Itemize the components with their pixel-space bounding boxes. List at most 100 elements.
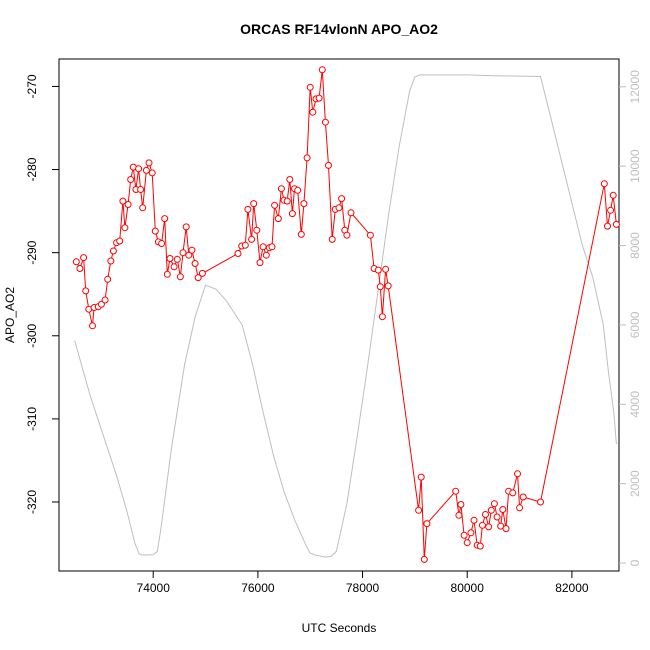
data-point bbox=[338, 195, 346, 203]
x-axis-label: UTC Seconds bbox=[302, 621, 377, 635]
data-point bbox=[268, 243, 276, 251]
data-point bbox=[72, 258, 80, 266]
data-point bbox=[303, 154, 311, 162]
data-point bbox=[139, 204, 147, 212]
data-point bbox=[188, 246, 196, 254]
data-point bbox=[499, 506, 507, 513]
data-point bbox=[516, 504, 524, 512]
data-point bbox=[514, 470, 521, 478]
data-point bbox=[288, 210, 296, 218]
data-point bbox=[470, 516, 478, 524]
data-point bbox=[460, 531, 468, 539]
data-point bbox=[318, 66, 326, 74]
data-point bbox=[158, 240, 166, 247]
y-tick-label: -310 bbox=[25, 407, 39, 431]
data-point bbox=[241, 241, 249, 249]
data-point bbox=[163, 270, 171, 278]
y-tick-label: -270 bbox=[25, 74, 39, 98]
y2-tick-label: 10000 bbox=[628, 149, 642, 183]
y-tick-label: -320 bbox=[25, 490, 39, 514]
x-tick-label: 78000 bbox=[346, 581, 380, 595]
data-point bbox=[374, 266, 382, 274]
x-axis: 74000 76000 78000 80000 82000 bbox=[137, 571, 589, 595]
data-point bbox=[161, 215, 169, 223]
data-point bbox=[109, 247, 117, 255]
data-point bbox=[250, 200, 258, 208]
data-point bbox=[121, 224, 129, 232]
data-point bbox=[294, 186, 302, 194]
data-point bbox=[300, 200, 308, 208]
data-point bbox=[604, 222, 611, 230]
x-tick-label: 80000 bbox=[451, 581, 485, 595]
data-point bbox=[198, 269, 206, 277]
data-point bbox=[274, 215, 282, 223]
data-point bbox=[485, 523, 493, 531]
data-point bbox=[142, 166, 150, 174]
data-point bbox=[463, 539, 471, 547]
data-point bbox=[101, 296, 109, 304]
data-point bbox=[309, 108, 317, 116]
data-point bbox=[457, 501, 465, 508]
data-point bbox=[306, 83, 314, 91]
data-point bbox=[487, 506, 495, 514]
data-point bbox=[378, 313, 386, 321]
series-layer bbox=[72, 66, 620, 563]
x-tick-label: 74000 bbox=[137, 581, 171, 595]
data-point bbox=[80, 254, 88, 262]
data-point bbox=[519, 493, 527, 501]
data-point bbox=[271, 201, 279, 209]
apo-line bbox=[75, 69, 617, 560]
data-point bbox=[124, 201, 132, 208]
data-point bbox=[328, 235, 336, 243]
data-point bbox=[244, 205, 252, 213]
data-point bbox=[612, 220, 620, 228]
data-point bbox=[166, 255, 174, 262]
chart-title: ORCAS RF14vlonN APO_AO2 bbox=[240, 21, 438, 37]
data-point bbox=[600, 180, 608, 188]
data-point bbox=[127, 176, 135, 183]
data-point bbox=[315, 94, 323, 102]
data-point bbox=[145, 159, 153, 167]
data-point bbox=[107, 257, 115, 265]
data-point bbox=[104, 275, 112, 283]
data-point bbox=[423, 520, 431, 528]
data-point bbox=[420, 555, 428, 563]
data-point bbox=[151, 227, 159, 235]
data-point bbox=[347, 209, 355, 217]
data-point bbox=[415, 506, 423, 514]
data-point bbox=[277, 185, 285, 193]
y2-tick-label: 2000 bbox=[628, 470, 642, 497]
data-point bbox=[176, 273, 184, 281]
data-point bbox=[89, 322, 96, 330]
data-point bbox=[335, 204, 343, 212]
data-point bbox=[179, 249, 187, 257]
data-point bbox=[609, 191, 617, 199]
data-point bbox=[82, 287, 90, 295]
data-point bbox=[137, 186, 145, 193]
y2-axis: 0 2000 4000 6000 8000 10000 12000 bbox=[619, 70, 642, 566]
data-point bbox=[182, 223, 190, 231]
data-point bbox=[382, 265, 390, 273]
altitude-line bbox=[74, 74, 617, 558]
data-point bbox=[135, 165, 143, 173]
data-point bbox=[417, 473, 425, 481]
data-point bbox=[148, 169, 156, 177]
data-point bbox=[256, 259, 264, 267]
x-tick-label: 76000 bbox=[241, 581, 275, 595]
data-point bbox=[325, 161, 332, 169]
data-point bbox=[191, 260, 199, 267]
data-point bbox=[482, 511, 489, 518]
data-point bbox=[607, 206, 615, 214]
data-point bbox=[321, 118, 329, 126]
y2-tick-label: 4000 bbox=[628, 391, 642, 418]
data-point bbox=[452, 487, 460, 495]
data-point bbox=[478, 521, 486, 529]
data-point bbox=[234, 250, 242, 257]
y2-tick-label: 6000 bbox=[628, 311, 642, 338]
data-point bbox=[376, 283, 384, 291]
data-point bbox=[253, 226, 261, 234]
data-point bbox=[297, 230, 305, 238]
y-axis: -320 -310 -300 -290 -280 -270 bbox=[25, 74, 59, 514]
y2-tick-label: 0 bbox=[628, 559, 642, 566]
data-point bbox=[467, 529, 475, 537]
